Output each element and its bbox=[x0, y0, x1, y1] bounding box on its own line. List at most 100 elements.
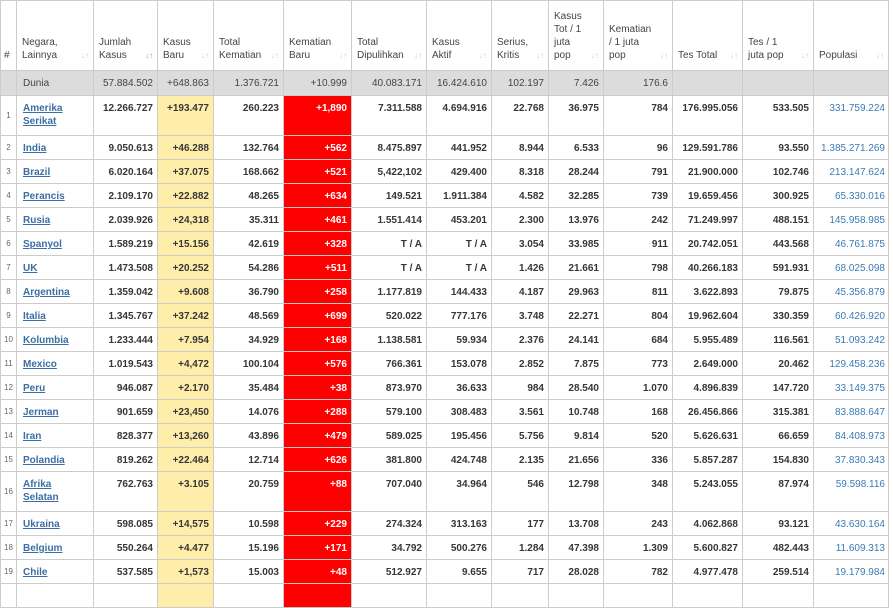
cell-total-recovered: T / A bbox=[351, 255, 427, 280]
country-link[interactable]: Perancis bbox=[23, 191, 65, 202]
cell-tests-per-million: 93.121 bbox=[742, 511, 814, 536]
cell-population: 19.179.984 bbox=[813, 559, 889, 584]
column-header-deaths-per-million[interactable]: Kematian / 1 juta pop ↓↑ bbox=[603, 0, 673, 71]
cell-total-deaths: 42.619 bbox=[213, 231, 284, 256]
cell-deaths-per-million bbox=[603, 583, 673, 608]
table-row: 14 Iran 828.377 +13,260 43.896 +479 589.025 195… bbox=[0, 423, 889, 448]
cell-country: Chile bbox=[16, 559, 94, 584]
column-header-total-recovered[interactable]: Total Dipulihkan ↓↑ bbox=[351, 0, 427, 71]
column-header-label: Tes / 1 juta pop bbox=[748, 37, 784, 61]
cell-tests-per-million: 300.925 bbox=[742, 183, 814, 208]
sort-icon[interactable]: ↓↑ bbox=[660, 51, 668, 60]
column-header-new-deaths[interactable]: Kematian Baru ↓↑ bbox=[283, 0, 352, 71]
cell-new-deaths: +48 bbox=[283, 559, 352, 584]
cell-new-deaths: +171 bbox=[283, 535, 352, 560]
column-header-label: Total Dipulihkan bbox=[357, 37, 404, 61]
cell-new-cases bbox=[157, 583, 214, 608]
cell-total-cases: 9.050.613 bbox=[93, 135, 158, 160]
country-link[interactable]: Spanyol bbox=[23, 239, 62, 250]
cell-active-cases: 195.456 bbox=[426, 423, 492, 448]
cell-population bbox=[813, 583, 889, 608]
country-link[interactable]: UK bbox=[23, 263, 38, 274]
cell-serious-critical: 1.284 bbox=[491, 535, 549, 560]
cell-new-deaths: +562 bbox=[283, 135, 352, 160]
cell-new-deaths: +626 bbox=[283, 447, 352, 472]
cell-deaths-per-million: 1.309 bbox=[603, 535, 673, 560]
sort-icon[interactable]: ↓↑ bbox=[876, 51, 884, 60]
column-header-total-tests[interactable]: Tes Total ↓↑ bbox=[672, 0, 743, 71]
cell-deaths-per-million: 96 bbox=[603, 135, 673, 160]
country-link[interactable]: Chile bbox=[23, 567, 48, 578]
sort-icon[interactable]: ↓↑ bbox=[414, 51, 422, 60]
column-header-total-deaths[interactable]: Total Kematian ↓↑ bbox=[213, 0, 284, 71]
sort-icon[interactable]: ↓↑ bbox=[145, 51, 153, 60]
sort-icon[interactable]: ↓↑ bbox=[801, 51, 809, 60]
country-link[interactable]: Ukraina bbox=[23, 519, 60, 530]
cell-cases-per-million: 32.285 bbox=[548, 183, 604, 208]
cell-population: 33.149.375 bbox=[813, 375, 889, 400]
cell-rank bbox=[0, 583, 17, 608]
cell-rank: 3 bbox=[0, 159, 17, 184]
cell-cases-per-million bbox=[548, 583, 604, 608]
cell-total-deaths bbox=[213, 583, 284, 608]
country-link[interactable]: Jerman bbox=[23, 407, 59, 418]
column-header-new-cases[interactable]: Kasus Baru ↓↑ bbox=[157, 0, 214, 71]
country-link[interactable]: Belgium bbox=[23, 543, 63, 554]
cell-tests-per-million: 533.505 bbox=[742, 95, 814, 136]
column-header-label: Tes Total bbox=[678, 50, 718, 61]
column-header-country[interactable]: Negara, Lainnya ↓↑ bbox=[16, 0, 94, 71]
cell-total-recovered: 274.324 bbox=[351, 511, 427, 536]
cell-active-cases: 1.911.384 bbox=[426, 183, 492, 208]
table-row: 5 Rusia 2.039.926 +24,318 35.311 +461 1.551.41… bbox=[0, 207, 889, 232]
country-link[interactable]: Polandia bbox=[23, 455, 65, 466]
cell-total-deaths: 260.223 bbox=[213, 95, 284, 136]
cell-new-cases: +4.477 bbox=[157, 535, 214, 560]
cell-total-deaths: 15.196 bbox=[213, 535, 284, 560]
column-header-label: Serius, Kritis bbox=[497, 37, 529, 61]
sort-icon[interactable]: ↓↑ bbox=[201, 51, 209, 60]
cell-deaths-per-million: 739 bbox=[603, 183, 673, 208]
column-header-label: Kasus Tot / 1 juta pop bbox=[554, 11, 582, 61]
country-link[interactable]: India bbox=[23, 143, 47, 154]
sort-icon[interactable]: ↓↑ bbox=[81, 51, 89, 60]
sort-icon[interactable]: ↓↑ bbox=[271, 51, 279, 60]
cell-population: 65.330.016 bbox=[813, 183, 889, 208]
sort-icon[interactable]: ↓↑ bbox=[339, 51, 347, 60]
sort-icon[interactable]: ↓↑ bbox=[730, 51, 738, 60]
cell-total-cases: 1.233.444 bbox=[93, 327, 158, 352]
cell-total-cases: 762.763 bbox=[93, 471, 158, 512]
country-link[interactable]: Italia bbox=[23, 311, 46, 322]
cell-total-tests: 40.266.183 bbox=[672, 255, 743, 280]
cell-rank: 8 bbox=[0, 279, 17, 304]
country-link[interactable]: Rusia bbox=[23, 215, 51, 226]
cell-active-cases: 9.655 bbox=[426, 559, 492, 584]
country-link[interactable]: Kolumbia bbox=[23, 335, 69, 346]
sort-icon[interactable]: ↓↑ bbox=[591, 51, 599, 60]
country-link[interactable]: Amerika Serikat bbox=[23, 103, 63, 127]
column-header-tests-per-million[interactable]: Tes / 1 juta pop ↓↑ bbox=[742, 0, 814, 71]
cell-new-cases: +3.105 bbox=[157, 471, 214, 512]
column-header-active-cases[interactable]: Kasus Aktif ↓↑ bbox=[426, 0, 492, 71]
country-link[interactable]: Brazil bbox=[23, 167, 51, 178]
cell-cases-per-million: 24.141 bbox=[548, 327, 604, 352]
column-header-cases-per-million[interactable]: Kasus Tot / 1 juta pop ↓↑ bbox=[548, 0, 604, 71]
column-header-serious-critical[interactable]: Serius, Kritis ↓↑ bbox=[491, 0, 549, 71]
country-link[interactable]: Peru bbox=[23, 383, 46, 394]
column-header-total-cases[interactable]: Jumlah Kasus ↓↑ bbox=[93, 0, 158, 71]
cell-active-cases: 59.934 bbox=[426, 327, 492, 352]
sort-icon[interactable]: ↓↑ bbox=[536, 51, 544, 60]
cell-total-tests: 129.591.786 bbox=[672, 135, 743, 160]
cell-total-deaths: 20.759 bbox=[213, 471, 284, 512]
cell-total-cases: 819.262 bbox=[93, 447, 158, 472]
country-link[interactable]: Iran bbox=[23, 431, 42, 442]
country-link[interactable]: Argentina bbox=[23, 287, 70, 298]
country-link[interactable]: Mexico bbox=[23, 359, 57, 370]
cell-total-recovered: 381.800 bbox=[351, 447, 427, 472]
column-header-population[interactable]: Populasi ↓↑ bbox=[813, 0, 889, 71]
cell-total-recovered bbox=[351, 583, 427, 608]
cell-deaths-per-million: 242 bbox=[603, 207, 673, 232]
cell-total-recovered: 520.022 bbox=[351, 303, 427, 328]
country-link[interactable]: Afrika Selatan bbox=[23, 479, 59, 503]
sort-icon[interactable]: ↓↑ bbox=[479, 51, 487, 60]
table-row: 12 Peru 946.087 +2.170 35.484 +38 873.970 36.63… bbox=[0, 375, 889, 400]
